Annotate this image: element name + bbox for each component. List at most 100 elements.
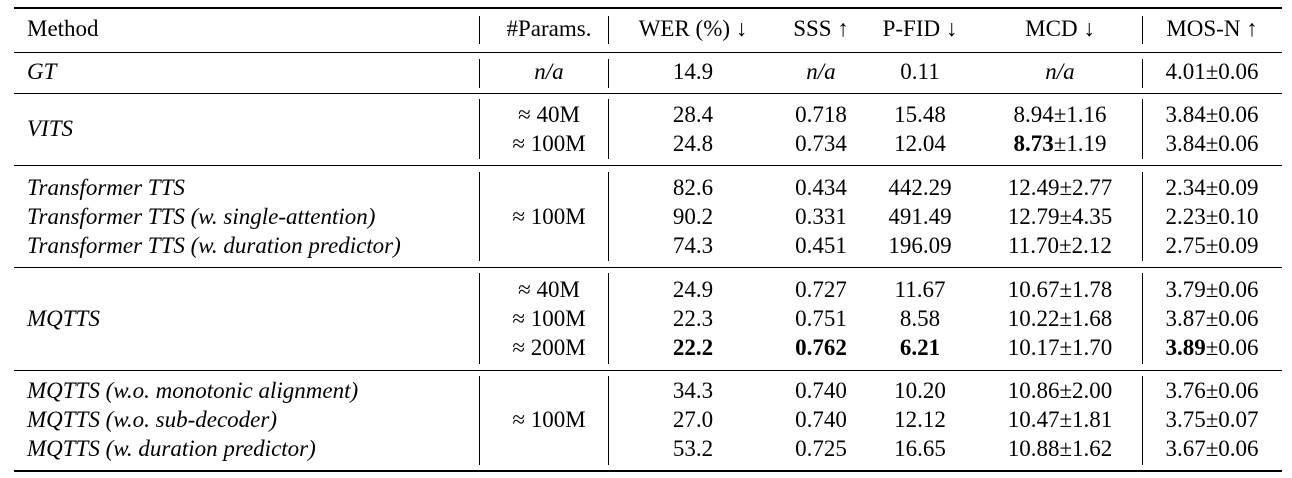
sss-cell: 0.718 <box>795 102 847 127</box>
mcd-cell: 12.49±2.77 <box>1007 175 1113 200</box>
col-sep <box>608 273 609 364</box>
sss-cell: 0.751 <box>795 306 847 331</box>
params-gt: n/a <box>534 59 564 84</box>
pfid-cell: 15.48 <box>894 102 946 127</box>
col-sep <box>479 376 480 465</box>
sss-cell: 0.727 <box>795 277 847 302</box>
mos-cell: 2.34±0.09 <box>1165 175 1259 200</box>
col-sep <box>479 16 480 44</box>
header-rule <box>14 52 1282 53</box>
col-sep <box>1142 172 1143 261</box>
pfid-cell: 6.21 <box>899 335 941 360</box>
col-sep <box>1142 59 1143 88</box>
mcd-cell: 10.22±1.68 <box>1007 306 1113 331</box>
pfid-cell: 196.09 <box>888 233 952 258</box>
pfid-cell: 491.49 <box>888 204 952 229</box>
params-cell: ≈ 200M <box>512 335 586 360</box>
params-cell: ≈ 40M <box>518 277 580 302</box>
method-mqtts: MQTTS <box>27 306 100 331</box>
params-cell: ≈ 100M <box>512 131 586 156</box>
params-cell: ≈ 40M <box>518 102 580 127</box>
mcd-cell: 10.17±1.70 <box>1007 335 1113 360</box>
pfid-cell: 16.65 <box>894 436 946 461</box>
pfid-cell: 10.20 <box>894 378 946 403</box>
col-sep <box>1142 99 1143 159</box>
mos-cell: 3.67±0.06 <box>1165 436 1259 461</box>
wer-cell: 28.4 <box>672 102 714 127</box>
pfid-cell: 0.11 <box>900 59 940 84</box>
wer-cell: 24.8 <box>672 131 714 156</box>
mos-cell: 2.23±0.10 <box>1165 204 1259 229</box>
pfid-cell: 442.29 <box>888 175 952 200</box>
mcd-cell: n/a <box>1045 59 1075 84</box>
wer-cell: 53.2 <box>672 436 714 461</box>
header-mcd: MCD ↓ <box>1025 16 1095 41</box>
results-table: Method #Params. WER (%) ↓ SSS ↑ P-FID ↓ … <box>14 7 1282 473</box>
mcd-std: ±1.19 <box>1053 131 1107 156</box>
method-cell: MQTTS (w.o. sub-decoder) <box>27 407 277 432</box>
header-wer: WER (%) ↓ <box>638 16 748 41</box>
mcd-cell: 10.88±1.62 <box>1007 436 1113 461</box>
wer-cell: 90.2 <box>672 204 714 229</box>
method-cell: Transformer TTS (w. single-attention) <box>27 204 376 229</box>
col-sep <box>479 273 480 364</box>
header-pfid: P-FID ↓ <box>882 16 958 41</box>
method-cell: Transformer TTS (w. duration predictor) <box>27 233 401 258</box>
bottom-rule <box>14 470 1282 472</box>
gt-rule <box>14 93 1282 94</box>
sss-cell: 0.451 <box>795 233 847 258</box>
vits-rule <box>14 165 1282 166</box>
mos-cell: 3.89±0.06 <box>1142 333 1282 362</box>
col-sep <box>1142 16 1143 44</box>
top-rule <box>14 7 1282 9</box>
mcd-cell: 10.67±1.78 <box>1007 277 1113 302</box>
wer-cell: 27.0 <box>672 407 714 432</box>
method-cell: MQTTS (w. duration predictor) <box>27 436 316 461</box>
method-vits: VITS <box>27 116 73 141</box>
sss-cell: 0.725 <box>795 436 847 461</box>
col-sep <box>608 16 609 44</box>
header-mos: MOS-N ↑ <box>1166 16 1258 41</box>
sss-cell: 0.740 <box>795 378 847 403</box>
wer-cell: 22.3 <box>672 306 714 331</box>
pfid-cell: 8.58 <box>899 306 941 331</box>
mcd-cell: 8.94±1.16 <box>1013 102 1107 127</box>
mcd-cell: 12.79±4.35 <box>1007 204 1113 229</box>
wer-cell: 74.3 <box>672 233 714 258</box>
sss-cell: 0.762 <box>795 335 847 360</box>
col-sep <box>479 172 480 261</box>
mos-cell: 4.01±0.06 <box>1165 59 1259 84</box>
col-sep <box>608 99 609 159</box>
col-sep <box>479 99 480 159</box>
mcd-cell: 10.47±1.81 <box>1007 407 1113 432</box>
pfid-cell: 12.12 <box>894 407 946 432</box>
mos-cell: 3.87±0.06 <box>1165 306 1259 331</box>
col-sep <box>1142 376 1143 465</box>
wer-cell: 24.9 <box>672 277 714 302</box>
mos-cell: 2.75±0.09 <box>1165 233 1259 258</box>
mos-cell: 3.76±0.06 <box>1165 378 1259 403</box>
header-params: #Params. <box>506 16 592 41</box>
method-cell: MQTTS (w.o. monotonic alignment) <box>27 378 359 403</box>
params-ablation: ≈ 100M <box>512 407 586 432</box>
mos-cell: 3.79±0.06 <box>1165 277 1259 302</box>
params-cell: ≈ 100M <box>512 306 586 331</box>
mcd-cell: 11.70±2.12 <box>1008 233 1112 258</box>
header-method: Method <box>27 16 99 41</box>
mcd-cell: 10.86±2.00 <box>1007 378 1113 403</box>
mos-cell: 3.84±0.06 <box>1165 102 1259 127</box>
wer-cell: 82.6 <box>672 175 714 200</box>
mos-std: ±0.06 <box>1205 335 1259 360</box>
mos-best-value: 3.89 <box>1165 335 1206 360</box>
sss-cell: 0.331 <box>795 204 847 229</box>
wer-cell: 22.2 <box>672 335 714 360</box>
col-sep <box>1142 273 1143 364</box>
col-sep <box>608 376 609 465</box>
col-sep <box>479 59 480 88</box>
pfid-cell: 11.67 <box>894 277 946 302</box>
header-sss: SSS ↑ <box>793 16 849 41</box>
mqtts-rule <box>14 370 1282 371</box>
col-sep <box>608 59 609 88</box>
method-cell: Transformer TTS <box>27 175 185 200</box>
pfid-cell: 12.04 <box>894 131 946 156</box>
